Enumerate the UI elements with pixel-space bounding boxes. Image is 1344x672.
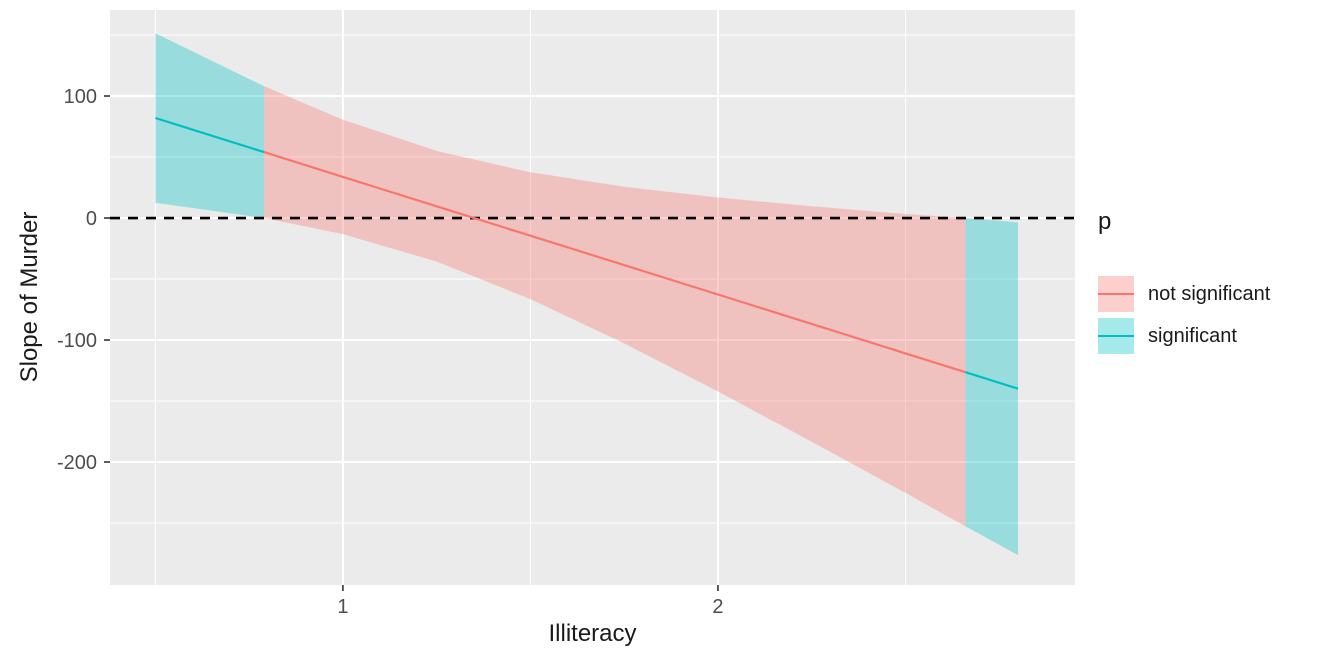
y-tick-label: 100	[64, 86, 97, 108]
ci-ribbon-not-significant	[264, 86, 966, 527]
legend-key-significant-swatch	[1098, 318, 1134, 354]
legend-title: p	[1098, 208, 1112, 235]
x-axis-title: Illiteracy	[548, 620, 637, 647]
ci-ribbon-significant	[155, 33, 265, 219]
slope-line-significant	[155, 116, 265, 154]
x-tick-label: 2	[712, 596, 723, 618]
x-tick-label: 1	[337, 596, 348, 618]
y-tick-label: -100	[57, 330, 97, 352]
y-tick-label: 0	[86, 208, 97, 230]
ci-ribbon-significant	[965, 218, 1018, 556]
legend-label-significant: significant	[1148, 324, 1237, 347]
legend-key-significant-line-icon	[1098, 334, 1134, 338]
y-axis-title: Slope of Murder	[16, 211, 43, 383]
legend-label-not-significant: not significant	[1148, 282, 1271, 305]
legend: p not significant significant	[1098, 208, 1338, 360]
y-tick-label: -200	[57, 452, 97, 474]
legend-item-significant: significant	[1098, 318, 1338, 354]
slope-line-not-significant	[263, 151, 966, 374]
plot-panel	[110, 10, 1075, 585]
legend-item-not-significant: not significant	[1098, 276, 1338, 312]
slope-line-significant	[965, 371, 1019, 390]
legend-key-not-significant-line-icon	[1098, 292, 1134, 296]
legend-key-not-significant-swatch	[1098, 276, 1134, 312]
